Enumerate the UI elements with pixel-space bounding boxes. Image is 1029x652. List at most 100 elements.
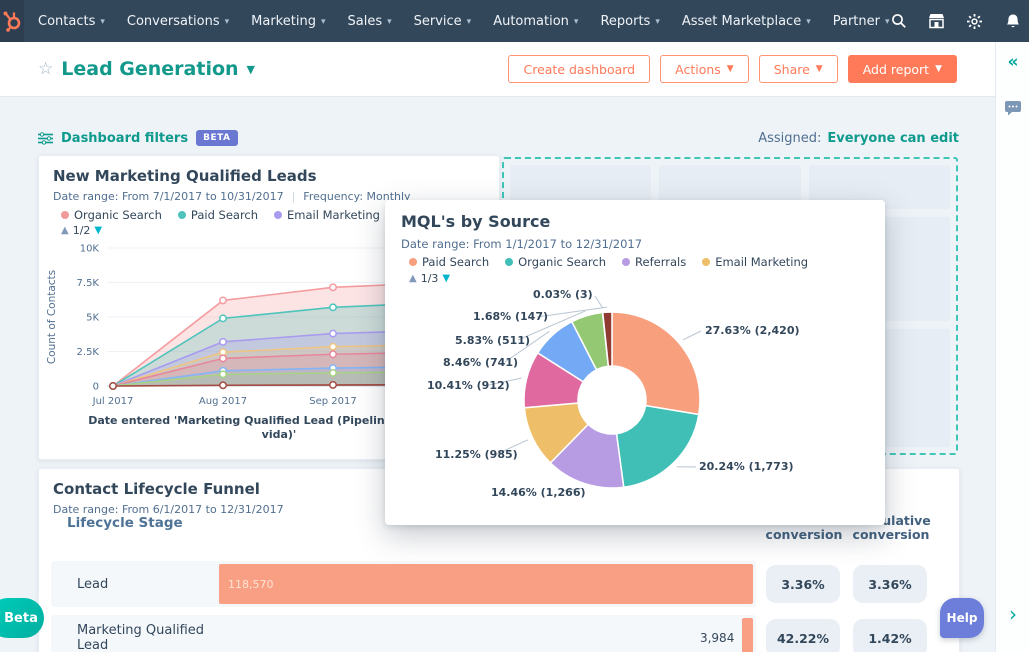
legend-pager-down-icon[interactable]: ▼ bbox=[94, 225, 103, 236]
create-dashboard-button[interactable]: Create dashboard bbox=[508, 55, 651, 83]
collapse-panel-icon[interactable]: « bbox=[1007, 52, 1019, 72]
legend-dot bbox=[505, 258, 514, 266]
chevron-down-icon: ▾ bbox=[884, 17, 890, 27]
x-axis-label: Date entered 'Marketing Qualified Lead (… bbox=[88, 414, 470, 442]
chevron-down-icon: ▾ bbox=[806, 17, 811, 27]
report-card-new-mql[interactable]: New Marketing Qualified Leads Date range… bbox=[38, 155, 500, 460]
assigned-value-link[interactable]: Everyone can edit bbox=[827, 130, 959, 146]
y-axis-label: Count of Contacts bbox=[46, 269, 58, 365]
share-button[interactable]: Share ▼ bbox=[758, 55, 838, 83]
funnel-rows: Lead 118,570 Marketing Qualified Lead 3,984 bbox=[51, 561, 756, 652]
svg-text:7.5K: 7.5K bbox=[77, 278, 100, 289]
svg-text:Sep 2017: Sep 2017 bbox=[309, 396, 356, 407]
legend-item-email-marketing[interactable]: Email Marketing bbox=[274, 208, 380, 222]
legend-item-referrals[interactable]: Referrals bbox=[622, 255, 686, 269]
dragged-report-mql-by-source[interactable]: MQL's by Source Date range: From 1/1/201… bbox=[385, 200, 885, 525]
legend-dot bbox=[622, 258, 631, 266]
funnel-row-marketing-qualified-lead[interactable]: Marketing Qualified Lead 3,984 bbox=[51, 615, 756, 652]
nav-menu: Contacts ▾ Conversations ▾ Marketing ▾ Sales ▾ S… bbox=[38, 14, 890, 29]
funnel-bar[interactable]: 118,570 bbox=[219, 564, 753, 604]
notifications-bell-icon[interactable] bbox=[1004, 12, 1022, 30]
chevron-down-icon: ▼ bbox=[935, 64, 942, 74]
nav-item-asset-marketplace[interactable]: Asset Marketplace ▾ bbox=[681, 13, 811, 29]
chevron-down-icon: ▾ bbox=[573, 17, 579, 27]
settings-gear-icon[interactable] bbox=[966, 12, 984, 30]
legend-pager: ▲ 1/3 ▼ bbox=[409, 272, 450, 285]
legend-item-email-marketing[interactable]: Email Marketing bbox=[702, 255, 808, 269]
svg-text:5K: 5K bbox=[86, 313, 99, 324]
legend-item-organic-search[interactable]: Organic Search bbox=[505, 255, 606, 269]
nav-right-icons: ▾ bbox=[890, 8, 1029, 35]
stage-label: Marketing Qualified Lead bbox=[77, 623, 205, 652]
top-navbar: Contacts ▾ Conversations ▾ Marketing ▾ Sales ▾ S… bbox=[0, 0, 1029, 42]
chevron-down-icon: ▾ bbox=[466, 17, 472, 27]
conversion-value: 3.36% bbox=[766, 565, 840, 603]
chevron-down-icon: ▾ bbox=[655, 17, 660, 27]
legend-pager: ▲ 1/2 ▼ bbox=[61, 224, 102, 237]
legend-pager-down-icon[interactable]: ▼ bbox=[442, 273, 451, 284]
donut-slice-label: 1.68% (147) bbox=[473, 310, 549, 323]
next-page-chevron-icon[interactable]: › bbox=[1009, 602, 1017, 626]
help-button[interactable]: Help bbox=[940, 598, 984, 638]
legend-pager-up-icon[interactable]: ▲ bbox=[409, 273, 417, 284]
report-date-range: Date range: From 6/1/2017 to 12/31/2017 bbox=[53, 503, 284, 516]
chart-legend: Paid Search Organic Search Referrals Email … bbox=[409, 255, 808, 269]
right-rail: « › bbox=[995, 42, 1029, 652]
legend-pager-up-icon[interactable]: ▲ bbox=[61, 225, 69, 236]
hubspot-logo[interactable] bbox=[0, 0, 24, 42]
legend-item-organic-search[interactable]: Organic Search bbox=[61, 208, 162, 222]
dashboard-filters-row: Dashboard filters BETA Assigned: Everyon… bbox=[38, 127, 959, 149]
funnel-bar-area: 3,984 bbox=[219, 618, 753, 652]
stage-count: 3,984 bbox=[699, 631, 735, 645]
column-header-lifecycle-stage: Lifecycle Stage bbox=[67, 515, 183, 531]
legend-dot bbox=[702, 258, 711, 266]
page-header: ☆ Lead Generation ▼ Create dashboard Act… bbox=[0, 42, 995, 97]
legend-dot bbox=[61, 211, 69, 219]
chevron-down-icon: ▾ bbox=[320, 17, 326, 27]
funnel-row-lead[interactable]: Lead 118,570 bbox=[51, 561, 756, 607]
filter-icon bbox=[38, 131, 53, 145]
report-frequency: Frequency: Monthly bbox=[303, 190, 411, 203]
nav-item-reports[interactable]: Reports ▾ bbox=[600, 13, 660, 29]
legend-item-paid-search[interactable]: Paid Search bbox=[409, 255, 489, 269]
dashboard-filters-toggle[interactable]: Dashboard filters BETA bbox=[38, 130, 238, 146]
dashboard-filters-label: Dashboard filters bbox=[61, 130, 189, 146]
report-title: Contact Lifecycle Funnel bbox=[53, 480, 260, 498]
chevron-down-icon: ▼ bbox=[815, 64, 823, 74]
svg-text:0: 0 bbox=[93, 382, 99, 393]
chevron-down-icon: ▾ bbox=[224, 17, 230, 27]
funnel-bar[interactable] bbox=[742, 618, 753, 652]
nav-item-conversations[interactable]: Conversations ▾ bbox=[126, 13, 230, 29]
nav-item-partner[interactable]: Partner ▾ bbox=[832, 13, 890, 29]
add-report-button[interactable]: Add report ▼ bbox=[847, 55, 957, 83]
search-icon[interactable] bbox=[890, 12, 908, 30]
report-title: New Marketing Qualified Leads bbox=[53, 167, 317, 185]
legend-pager-value: 1/2 bbox=[72, 224, 91, 237]
column-header-conversion: conversion bbox=[765, 527, 843, 542]
funnel-bar-area: 118,570 bbox=[219, 564, 753, 604]
nav-item-contacts[interactable]: Contacts ▾ bbox=[38, 13, 105, 29]
legend-dot bbox=[409, 258, 417, 266]
comments-icon[interactable] bbox=[1004, 100, 1022, 120]
nav-item-sales[interactable]: Sales ▾ bbox=[347, 13, 392, 29]
dashboard-switcher-caret-icon[interactable]: ▼ bbox=[246, 62, 256, 76]
donut-slice-label: 27.63% (2,420) bbox=[705, 324, 800, 337]
report-date-range: Date range: From 7/1/2017 to 10/31/2017 bbox=[53, 190, 284, 203]
beta-tag[interactable]: Beta bbox=[0, 598, 44, 638]
nav-item-automation[interactable]: Automation ▾ bbox=[493, 13, 579, 29]
nav-item-marketing[interactable]: Marketing ▾ bbox=[251, 13, 326, 29]
donut-slice-label: 20.24% (1,773) bbox=[699, 460, 794, 473]
legend-dot bbox=[274, 211, 283, 219]
stage-label: Lead bbox=[77, 576, 109, 592]
legend-item-paid-search[interactable]: Paid Search bbox=[177, 208, 258, 222]
nav-item-service[interactable]: Service ▾ bbox=[413, 13, 472, 29]
donut-slice-label: 11.25% (985) bbox=[435, 448, 518, 461]
favorite-star-icon[interactable]: ☆ bbox=[38, 59, 54, 79]
actions-button[interactable]: Actions ▼ bbox=[660, 55, 749, 83]
donut-slice-label: 8.46% (741) bbox=[443, 356, 519, 369]
chevron-down-icon: ▾ bbox=[100, 17, 105, 27]
assigned-label: Assigned: bbox=[758, 130, 822, 146]
donut-chart[interactable] bbox=[385, 286, 885, 525]
marketplace-icon[interactable] bbox=[928, 12, 946, 30]
